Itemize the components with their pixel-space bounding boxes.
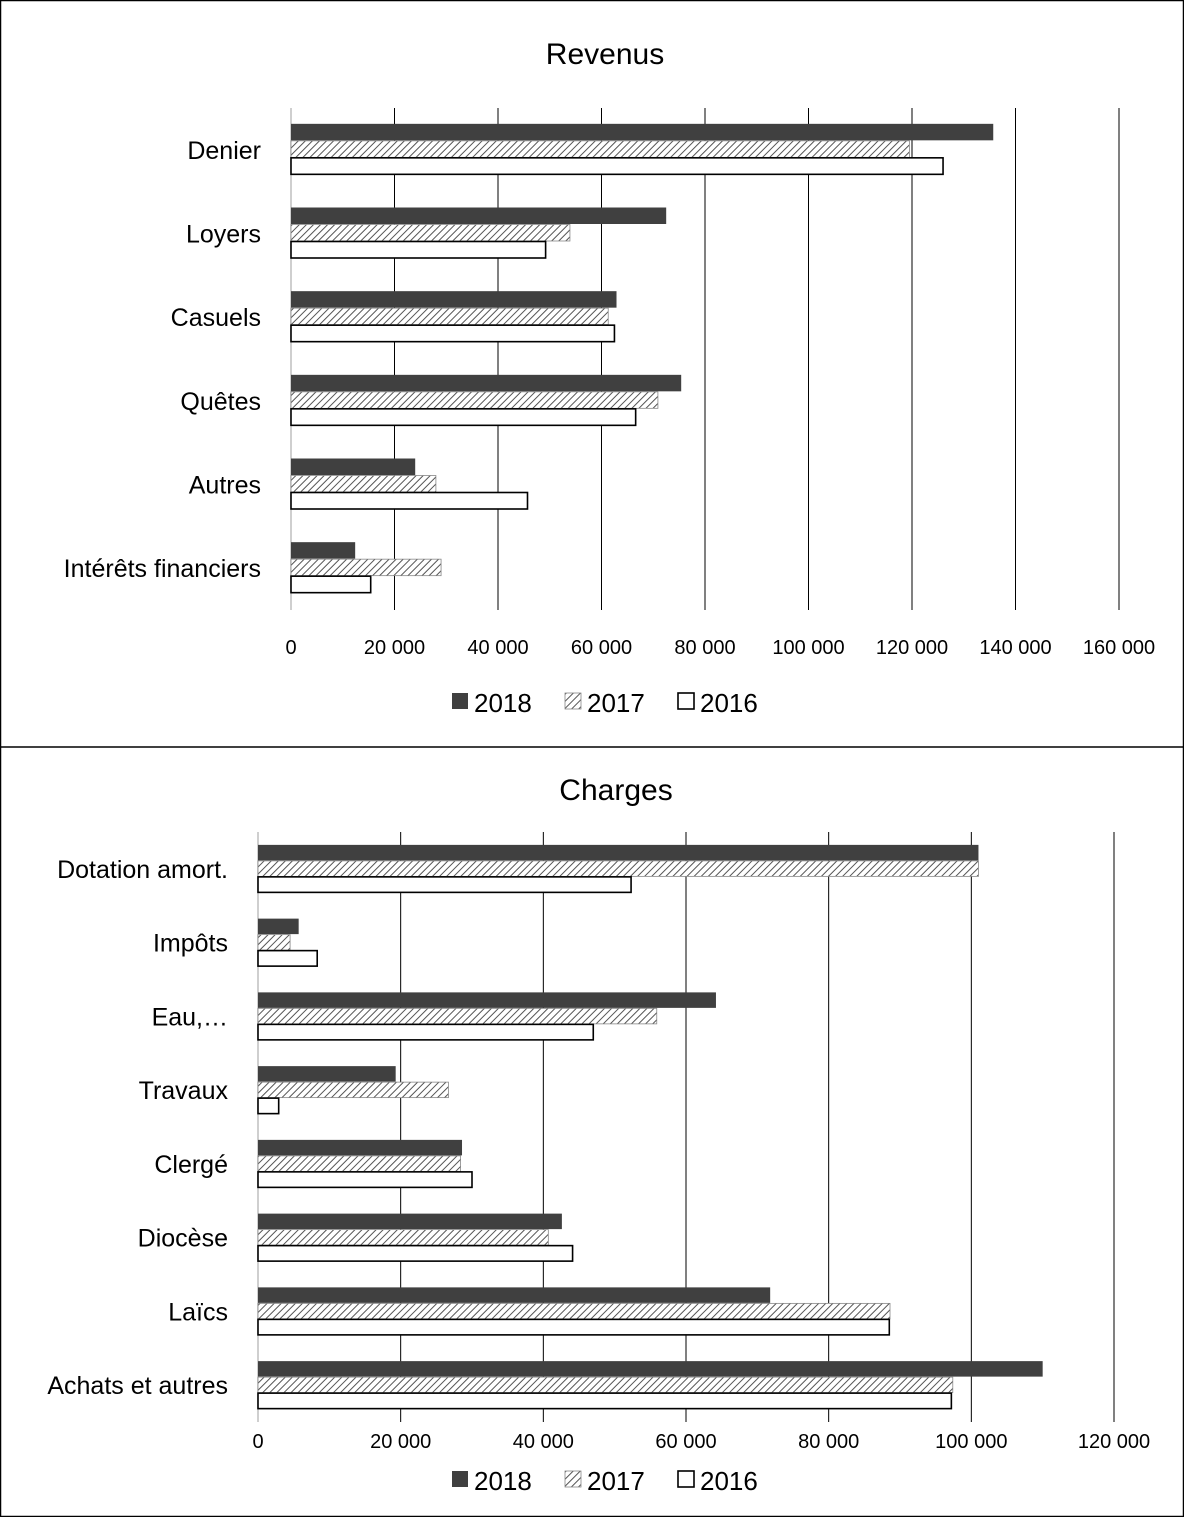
category-label-casuels: Casuels (171, 304, 261, 332)
bar-autres-2018 (291, 458, 416, 475)
legend-swatch-2017 (564, 1470, 582, 1488)
bar-travaux-2017 (257, 1081, 449, 1099)
x-tick-label: 40 000 (513, 1431, 574, 1453)
revenus-chart: Revenus 0 20 000 40 000 60 000 80 000 100 000 1… (64, 38, 1155, 718)
x-tick-label: 60 000 (571, 637, 632, 659)
legend-label-2017: 2017 (587, 688, 645, 718)
category-label-eau: Eau,… (152, 1003, 228, 1031)
category-label-clerge: Clergé (154, 1151, 228, 1179)
bar-casuels-2016 (290, 324, 616, 343)
category-label-denier: Denier (187, 137, 261, 165)
x-tick-label: 20 000 (370, 1431, 431, 1453)
bar-laics-2017 (257, 1302, 891, 1320)
x-tick-label: 0 (252, 1431, 263, 1453)
bar-impots-2018 (258, 918, 299, 935)
category-label-dotation-amort: Dotation amort. (57, 856, 228, 884)
bar-casuels-2018 (291, 291, 617, 308)
category-label-autres: Autres (189, 472, 261, 500)
bar-autres-2016 (290, 491, 529, 510)
x-tick-label: 80 000 (798, 1431, 859, 1453)
bar-interets-financiers-2016 (290, 575, 372, 594)
bar-impots-2017 (257, 934, 291, 951)
bar-diocese-2017 (257, 1229, 549, 1246)
bar-denier-2016 (290, 157, 944, 176)
bar-dotation-amort-2017 (257, 860, 979, 877)
bar-quetes-2018 (291, 374, 682, 392)
legend-swatch-2018 (452, 1471, 468, 1487)
category-label-achats-et-autres: Achats et autres (47, 1372, 228, 1400)
legend-swatch-2017 (564, 692, 582, 710)
bar-laics-2016 (257, 1318, 891, 1336)
chart-title: Revenus (546, 38, 664, 71)
bar-interets-financiers-2018 (291, 542, 356, 559)
bar-achats-et-autres-2016 (257, 1392, 953, 1410)
bar-diocese-2018 (258, 1213, 562, 1230)
bar-travaux-2018 (258, 1066, 396, 1082)
bar-travaux-2016 (257, 1097, 280, 1115)
category-label-impots: Impôts (153, 930, 228, 958)
x-tick-label: 100 000 (772, 637, 844, 659)
legend-swatch-2016 (677, 1470, 695, 1488)
category-label-travaux: Travaux (139, 1077, 229, 1105)
bar-diocese-2016 (257, 1244, 574, 1262)
bar-loyers-2018 (291, 207, 667, 224)
bar-autres-2017 (290, 475, 437, 493)
legend-label-2018: 2018 (474, 1466, 532, 1496)
category-label-loyers: Loyers (186, 221, 261, 249)
x-tick-label: 0 (285, 637, 296, 659)
bar-quetes-2017 (290, 391, 659, 409)
bar-dotation-amort-2016 (257, 876, 632, 894)
legend-swatch-2018 (452, 693, 468, 709)
bar-loyers-2017 (290, 224, 571, 242)
bar-clerge-2017 (257, 1155, 461, 1172)
category-label-laics: Laïcs (168, 1298, 228, 1326)
bar-clerge-2018 (258, 1139, 463, 1156)
legend-swatch-2016 (677, 692, 695, 710)
x-tick-label: 20 000 (364, 637, 425, 659)
bar-eau-2016 (257, 1023, 595, 1041)
category-label-interets-financiers: Intérêts financiers (64, 555, 261, 583)
bar-eau-2017 (257, 1007, 658, 1025)
x-tick-label: 160 000 (1083, 637, 1155, 659)
category-label-diocese: Diocèse (138, 1225, 228, 1253)
bar-loyers-2016 (290, 240, 547, 259)
bar-impots-2016 (257, 949, 319, 967)
x-tick-label: 40 000 (467, 637, 528, 659)
bar-achats-et-autres-2018 (258, 1361, 1043, 1377)
bar-dotation-amort-2018 (258, 844, 979, 861)
x-tick-label: 60 000 (655, 1431, 716, 1453)
charges-chart: Charges 0 20 000 40 000 60 000 80 000 100 000 1… (47, 774, 1150, 1496)
category-label-quetes: Quêtes (180, 388, 261, 416)
bar-clerge-2016 (257, 1171, 473, 1189)
bar-achats-et-autres-2017 (257, 1376, 954, 1394)
x-tick-label: 120 000 (1078, 1431, 1150, 1453)
legend-label-2018: 2018 (474, 688, 532, 718)
x-tick-label: 80 000 (674, 637, 735, 659)
bar-denier-2017 (290, 140, 910, 158)
bar-casuels-2017 (290, 307, 609, 326)
x-tick-label: 100 000 (935, 1431, 1007, 1453)
legend-label-2017: 2017 (587, 1466, 645, 1496)
bar-interets-financiers-2017 (290, 558, 442, 577)
x-tick-label: 140 000 (979, 637, 1051, 659)
legend-label-2016: 2016 (700, 688, 758, 718)
chart-title: Charges (559, 774, 672, 807)
x-tick-label: 120 000 (876, 637, 948, 659)
bar-laics-2018 (258, 1287, 771, 1303)
legend-label-2016: 2016 (700, 1466, 758, 1496)
bar-quetes-2016 (290, 408, 637, 427)
bar-denier-2018 (291, 123, 994, 141)
bar-eau-2018 (258, 992, 716, 1008)
